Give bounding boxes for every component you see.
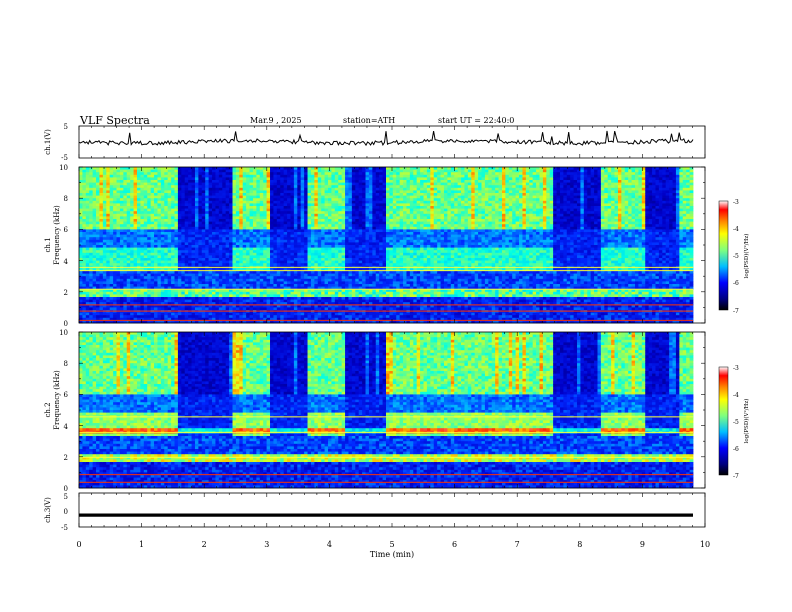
ch1-cb-tick-7: -7 [733,308,739,315]
station-label: station=ATH [343,116,395,125]
panel-tick-marks [78,126,706,527]
ch3-waveform-panel: 5 0 -5 ch.3(V) [44,492,706,532]
start-ut-label: start UT = 22:40:0 [438,116,514,125]
ch1-colorbar-scale [718,200,729,311]
ch1-ytick-0: 0 [64,320,68,328]
time-axis-label: Time (min) [370,550,414,559]
ch1-spectrogram-panel: 10 8 6 4 2 0 ch.1 Frequency (kHz) [44,164,706,328]
ch2-ytick-6: 6 [64,391,69,399]
ch2-ytick-10: 10 [59,329,68,337]
ch2-colorbar-scale [718,366,729,476]
ch3-ylabel: ch.3(V) [44,497,52,523]
ch1-cb-tick-6: -6 [733,280,739,287]
ch1-cb-tick-3: -3 [733,199,739,206]
ch1-ytick-5: 5 [64,123,68,131]
time-tick-label-1: 1 [139,540,144,549]
ch2-ytick-8: 8 [64,360,68,368]
ch2-ytick-2: 2 [64,454,68,462]
ch2-cb-tick-3: -3 [733,365,739,372]
ch1-frame [78,125,706,159]
date-label: Mar.9 , 2025 [250,116,302,125]
ch3-ytick-5: 5 [64,493,68,501]
ch1-ytick-2: 2 [64,289,68,297]
time-tick-label-0: 0 [76,540,81,549]
ch3-frame [78,492,706,528]
ch3-ytick-0: 0 [64,508,68,516]
time-tick-label-5: 5 [389,540,394,549]
time-tick-label-7: 7 [515,540,520,549]
ch1-series-line [78,130,694,147]
ch1-ytick-8: 8 [64,195,68,203]
ch2-spectrogram-image [79,332,694,489]
ch1-colorbar: -3 -4 -5 -6 -7 log(PSD)(V²/Hz) [718,199,750,315]
ch2-cb-tick-6: -6 [733,446,739,453]
ch1-ytick-10: 10 [59,164,68,172]
ch2-spectrogram-panel: 10 8 6 4 2 0 ch.2 Frequency (kHz) [44,329,706,493]
time-tick-label-4: 4 [327,540,332,549]
ch2-colorbar-label: log(PSD)(V²/Hz) [743,399,750,444]
ch1-ytick-minus5: -5 [61,154,68,162]
time-tick-label-10: 10 [700,540,710,549]
ch1-cb-tick-4: -4 [733,226,739,233]
ch1-colorbar-label: log(PSD)(V²/Hz) [743,234,750,279]
time-axis: 0 1 2 3 4 5 6 7 8 9 10 [76,540,710,549]
ch2-ylabel-channel: ch.2 [44,402,52,417]
figure-title: VLF Spectra [79,114,150,127]
ch1-spectrogram-image [79,167,694,324]
ch1-ylabel-frequency: Frequency (kHz) [53,205,61,265]
time-tick-label-8: 8 [577,540,582,549]
ch2-ylabel-frequency: Frequency (kHz) [53,370,61,430]
ch1-ylabel-channel: ch.1 [44,237,52,252]
ch1-cb-tick-5: -5 [733,253,739,260]
ch3-ytick-minus5: -5 [61,524,68,532]
ch2-colorbar: -3 -4 -5 -6 -7 log(PSD)(V²/Hz) [718,365,750,480]
ch2-cb-tick-4: -4 [733,392,739,399]
ch1-ytick-6: 6 [64,226,69,234]
time-tick-label-6: 6 [452,540,457,549]
ch2-cb-tick-7: -7 [733,473,739,480]
ch2-ytick-0: 0 [64,485,68,493]
ch1-waveform-panel: 5 -5 ch.1(V) [44,123,706,162]
ch2-ytick-4: 4 [64,423,69,431]
time-tick-label-3: 3 [264,540,269,549]
ch1-ytick-4: 4 [64,258,69,266]
ch2-cb-tick-5: -5 [733,419,739,426]
time-tick-label-2: 2 [202,540,207,549]
time-tick-label-9: 9 [640,540,645,549]
ch1-ylabel: ch.1(V) [44,129,52,155]
